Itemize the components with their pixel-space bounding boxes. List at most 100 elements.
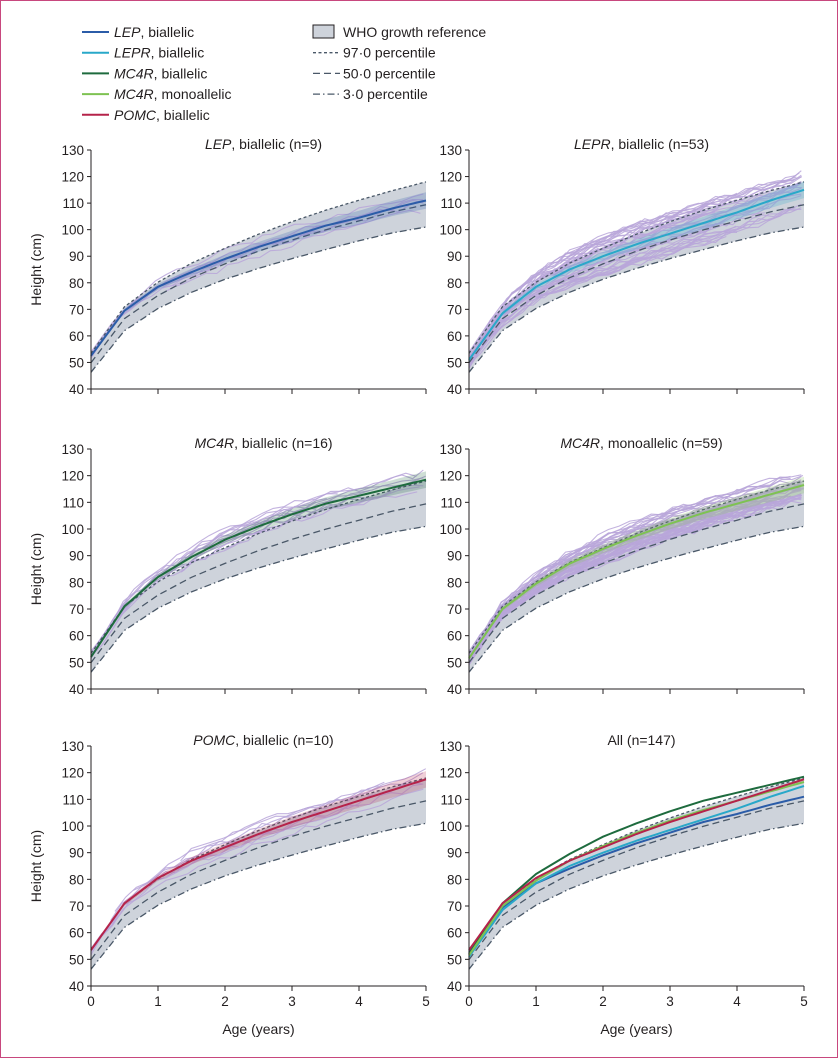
individual-trajectory bbox=[180, 781, 385, 862]
x-tick-label: 3 bbox=[288, 994, 296, 1009]
y-tick-label: 50 bbox=[447, 952, 462, 967]
individual-trajectory bbox=[468, 208, 802, 367]
individual-trajectory bbox=[468, 518, 727, 666]
chart-panel-2: 40 50 60 70 80 90 100 110 120 130 LEPR, biallelic … bbox=[439, 136, 805, 397]
y-tick-label: 130 bbox=[439, 442, 462, 457]
y-tick-label: 40 bbox=[69, 979, 84, 994]
y-tick-label: 70 bbox=[447, 602, 462, 617]
individual-trajectory bbox=[526, 195, 731, 282]
individual-trajectory bbox=[90, 193, 424, 353]
y-tick-label: 70 bbox=[447, 899, 462, 914]
y-tick-label: 70 bbox=[69, 899, 84, 914]
panel-title-gene: POMC bbox=[193, 732, 236, 748]
individual-trajectory bbox=[90, 788, 424, 956]
panel-title: MC4R, monoallelic (n=59) bbox=[560, 435, 722, 451]
series-confidence-band bbox=[469, 181, 804, 362]
individual-trajectory bbox=[468, 474, 802, 656]
individual-trajectory bbox=[536, 234, 719, 295]
y-tick-label: 80 bbox=[69, 872, 84, 887]
individual-trajectory bbox=[90, 783, 424, 949]
series-line bbox=[90, 478, 427, 658]
y-tick-label: 100 bbox=[439, 223, 462, 238]
legend-reference-label: 3·0 percentile bbox=[343, 86, 428, 102]
y-tick-label: 60 bbox=[69, 629, 84, 644]
y-tick-label: 100 bbox=[61, 223, 84, 238]
y-tick-label: 60 bbox=[447, 329, 462, 344]
y-tick-label: 50 bbox=[69, 655, 84, 670]
x-axis-label: Age (years) bbox=[222, 1021, 294, 1037]
y-tick-label: 120 bbox=[439, 469, 462, 484]
individual-trajectory bbox=[111, 782, 423, 925]
who-p50-percentile-line bbox=[468, 503, 805, 663]
y-tick-label: 80 bbox=[69, 276, 84, 291]
y-tick-label: 110 bbox=[440, 792, 462, 807]
individual-trajectory bbox=[133, 772, 424, 891]
y-tick-label: 60 bbox=[447, 926, 462, 941]
individual-trajectory bbox=[468, 235, 727, 365]
legend-reference-label: 97·0 percentile bbox=[343, 45, 436, 61]
y-axis-label: Height (cm) bbox=[28, 233, 44, 305]
y-tick-label: 80 bbox=[447, 276, 462, 291]
y-tick-label: 40 bbox=[69, 682, 84, 697]
y-tick-label: 80 bbox=[447, 575, 462, 590]
who-p50-percentile-line bbox=[90, 503, 427, 663]
legend-gene: MC4R bbox=[114, 65, 154, 81]
panel-title-rest: , monoallelic (n=59) bbox=[600, 435, 723, 451]
who-reference-band bbox=[91, 778, 426, 970]
individual-trajectory bbox=[112, 501, 317, 622]
y-tick-label: 50 bbox=[69, 355, 84, 370]
y-tick-label: 90 bbox=[447, 549, 462, 564]
who-reference-band bbox=[469, 481, 804, 673]
x-tick-label: 0 bbox=[87, 994, 95, 1009]
panel-title: MC4R, biallelic (n=16) bbox=[194, 435, 332, 451]
x-axis-label: Age (years) bbox=[600, 1021, 672, 1037]
y-tick-label: 70 bbox=[69, 602, 84, 617]
y-tick-label: 120 bbox=[61, 766, 84, 781]
individual-trajectory bbox=[114, 768, 427, 912]
y-tick-label: 90 bbox=[447, 249, 462, 264]
x-tick-label: 4 bbox=[355, 994, 363, 1009]
who-p97-percentile-line bbox=[468, 480, 805, 654]
individual-trajectory bbox=[90, 469, 424, 654]
legend-reference-label: WHO growth reference bbox=[343, 24, 486, 40]
y-tick-label: 100 bbox=[61, 819, 84, 834]
y-tick-label: 120 bbox=[61, 170, 84, 185]
series-line bbox=[468, 785, 805, 958]
panel-title: LEP, biallelic (n=9) bbox=[205, 136, 322, 152]
y-tick-label: 120 bbox=[61, 469, 84, 484]
legend-suffix: , biallelic bbox=[140, 24, 194, 40]
series-confidence-band bbox=[91, 192, 426, 358]
x-tick-label: 4 bbox=[733, 994, 741, 1009]
individual-trajectory bbox=[90, 477, 424, 654]
y-axis-label: Height (cm) bbox=[28, 830, 44, 902]
y-tick-label: 100 bbox=[439, 819, 462, 834]
y-tick-label: 120 bbox=[439, 766, 462, 781]
legend-label: MC4R, biallelic bbox=[114, 65, 207, 81]
y-tick-label: 90 bbox=[69, 249, 84, 264]
who-p97-percentile-line bbox=[90, 480, 427, 654]
y-tick-label: 90 bbox=[69, 549, 84, 564]
x-tick-label: 5 bbox=[422, 994, 430, 1009]
panel-title-rest: All (n=147) bbox=[607, 732, 675, 748]
panel-title-rest: , biallelic (n=9) bbox=[231, 136, 322, 152]
legend-suffix: , biallelic bbox=[154, 65, 208, 81]
series-confidence-band bbox=[469, 476, 804, 660]
individual-trajectory bbox=[468, 500, 780, 660]
panel-title-gene: MC4R bbox=[194, 435, 234, 451]
panel-title: All (n=147) bbox=[607, 732, 675, 748]
who-p50-percentile-line bbox=[468, 800, 805, 960]
y-tick-label: 40 bbox=[447, 979, 462, 994]
who-reference-band bbox=[91, 481, 426, 673]
y-tick-label: 130 bbox=[439, 739, 462, 754]
y-tick-label: 40 bbox=[69, 382, 84, 397]
who-p97-percentile-line bbox=[90, 181, 427, 354]
y-tick-label: 110 bbox=[62, 792, 84, 807]
individual-trajectory bbox=[468, 207, 802, 369]
y-tick-label: 120 bbox=[439, 170, 462, 185]
individual-trajectory bbox=[162, 209, 421, 294]
y-tick-label: 40 bbox=[447, 682, 462, 697]
series-line bbox=[468, 188, 805, 361]
who-reference-band bbox=[469, 181, 804, 373]
y-tick-label: 90 bbox=[447, 846, 462, 861]
